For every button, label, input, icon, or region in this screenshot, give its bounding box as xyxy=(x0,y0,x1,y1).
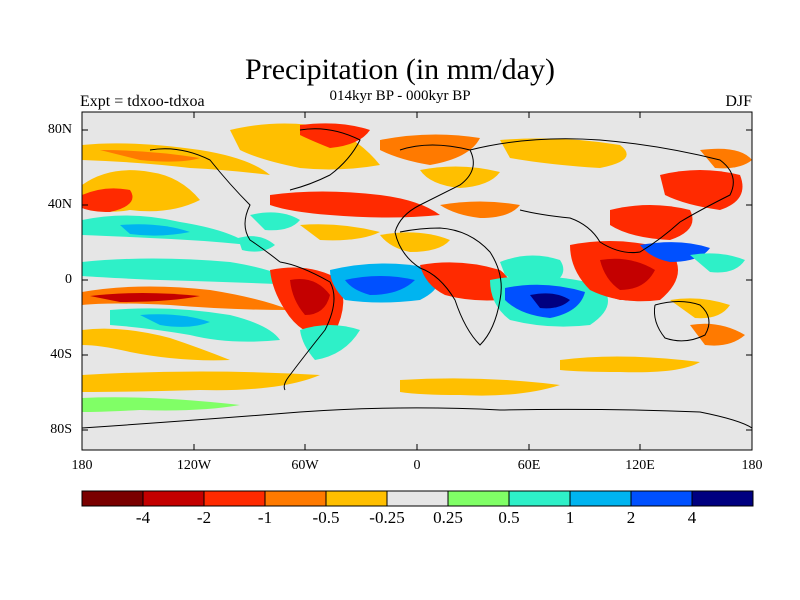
colorbar-label: -2 xyxy=(196,508,212,527)
colorbar-box xyxy=(386,490,449,507)
lon-label-60e: 60E xyxy=(517,458,541,473)
coastlines xyxy=(82,128,752,429)
colorbar-label: 1 xyxy=(565,508,575,527)
lat-label-40n: 40N xyxy=(47,197,72,212)
lon-label-180w: 180 xyxy=(71,458,93,473)
lon-ticks xyxy=(193,112,641,450)
colorbar-box xyxy=(81,490,144,507)
precip-anomaly-field xyxy=(82,123,752,429)
map-subtitle: 014kyr BP - 000kyr BP xyxy=(329,88,471,104)
lon-label-60w: 60W xyxy=(291,458,319,473)
lat-label-80s: 80S xyxy=(50,422,72,437)
lon-label-120w: 120W xyxy=(176,458,212,473)
lat-label-40s: 40S xyxy=(50,347,72,362)
colorbar-label: 4 xyxy=(687,508,697,527)
colorbar-label: -0.25 xyxy=(369,508,405,527)
colorbar-box xyxy=(447,490,510,507)
colorbar xyxy=(81,490,754,507)
colorbar-box xyxy=(508,490,571,507)
lat-label-0: 0 xyxy=(65,272,72,287)
experiment-label: Expt = tdxoo-tdxoa xyxy=(80,93,205,110)
colorbar-box xyxy=(142,490,205,507)
colorbar-label: -4 xyxy=(135,508,151,527)
colorbar-label: -1 xyxy=(257,508,273,527)
lon-label-120e: 120E xyxy=(625,458,655,473)
lat-ticks xyxy=(82,129,752,431)
colorbar-box xyxy=(691,490,754,507)
colorbar-label: 2 xyxy=(626,508,636,527)
colorbar-label: -0.5 xyxy=(312,508,340,527)
lon-label-180e: 180 xyxy=(741,458,763,473)
colorbar-label: 0.5 xyxy=(498,508,520,527)
colorbar-label: 0.25 xyxy=(433,508,463,527)
colorbar-box xyxy=(203,490,266,507)
lon-label-0: 0 xyxy=(413,458,421,473)
lat-label-80n: 80N xyxy=(47,122,72,137)
season-label: DJF xyxy=(725,93,752,110)
colorbar-box xyxy=(325,490,388,507)
colorbar-box xyxy=(630,490,693,507)
map-title: Precipitation (in mm/day) xyxy=(245,53,555,86)
colorbar-box xyxy=(569,490,632,507)
colorbar-box xyxy=(264,490,327,507)
